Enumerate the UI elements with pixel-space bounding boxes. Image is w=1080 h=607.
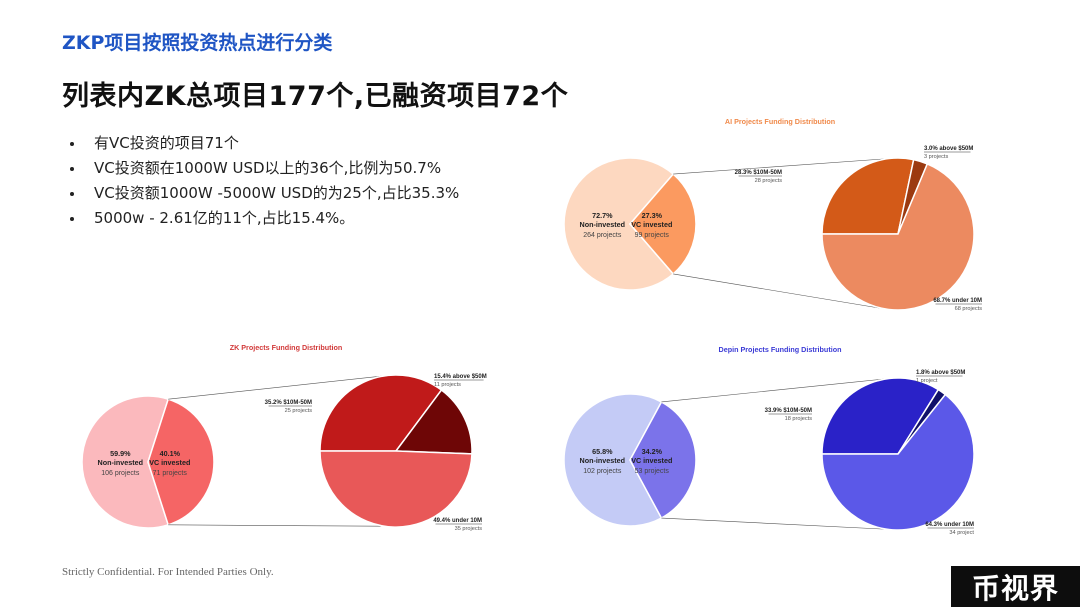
label-above-50m-count: 1 project (916, 378, 938, 384)
connector-line-top (661, 378, 887, 403)
non-invested-name-label: Non-invested (580, 220, 626, 229)
chart-title: AI Projects Funding Distribution (725, 117, 835, 126)
label-under-10m: 64.3% under 10M (925, 522, 974, 528)
connector-line-bottom (168, 524, 385, 527)
vc-invested-percent-label: 40.1% (160, 449, 181, 458)
chart-title: Depin Projects Funding Distribution (719, 345, 842, 354)
breakdown-slice-under-10m (821, 393, 975, 531)
label-10m-50m: 28.3% $10M-50M (735, 170, 782, 176)
ai-funding-chart: AI Projects Funding Distribution 72.7%Non… (563, 117, 983, 312)
label-10m-50m-count: 18 projects (785, 416, 813, 422)
vc-invested-percent-label: 34.2% (642, 447, 663, 456)
non-invested-count-label: 264 projects (583, 232, 622, 239)
connector-line-bottom (661, 517, 887, 530)
connector-line-top (673, 158, 887, 175)
label-above-50m-count: 3 projects (924, 154, 948, 160)
bullet-item: VC投资额1000W -5000W USD的为25个,占比35.3% (62, 181, 459, 206)
non-invested-count-label: 106 projects (101, 470, 140, 477)
breakdown-slice-above-50m (394, 389, 473, 455)
label-above-50m: 3.0% above $50M (924, 146, 973, 152)
label-under-10m-count: 34 project (949, 530, 974, 536)
connector-line-bottom (673, 273, 887, 310)
breakdown-slice-10m-50m (319, 374, 443, 452)
pie-slice-non-invested (563, 393, 663, 527)
pie-slice-vc-invested (629, 173, 697, 275)
page-title: 列表内ZK总项目177个,已融资项目72个 (62, 81, 569, 112)
breakdown-slice-10m-50m (821, 157, 915, 235)
pie-slice-non-invested (563, 157, 675, 291)
pie-slice-vc-invested (629, 400, 697, 520)
non-invested-name-label: Non-invested (98, 458, 144, 467)
vc-invested-percent-label: 27.3% (642, 211, 663, 220)
vc-invested-name-label: VC invested (149, 458, 190, 467)
label-10m-50m-count: 25 projects (285, 408, 313, 414)
breakdown-slice-under-10m (821, 162, 975, 311)
non-invested-percent-label: 72.7% (592, 211, 613, 220)
bullet-item: 有VC投资的项目71个 (62, 131, 459, 156)
section-subtitle: ZKP项目按照投资热点进行分类 (62, 32, 333, 54)
label-above-50m: 1.8% above $50M (916, 370, 965, 376)
confidential-footer: Strictly Confidential. For Intended Part… (62, 566, 274, 578)
chart-title: ZK Projects Funding Distribution (230, 343, 343, 352)
vc-invested-name-label: VC invested (631, 220, 672, 229)
label-above-50m-count: 11 projects (434, 382, 461, 388)
label-under-10m: 49.4% under 10M (433, 518, 482, 524)
vc-invested-count-label: 71 projects (153, 470, 188, 477)
label-under-10m-count: 68 projects (955, 306, 983, 312)
connector-line-top (168, 375, 385, 400)
bullet-list: 有VC投资的项目71个 VC投资额在1000W USD以上的36个,比例为50.… (62, 131, 459, 231)
label-under-10m: 68.7% under 10M (933, 298, 982, 304)
label-10m-50m: 33.9% $10M-50M (765, 408, 812, 414)
label-10m-50m-count: 28 projects (755, 178, 783, 184)
brand-logo: 币视界 (951, 566, 1080, 607)
vc-invested-name-label: VC invested (631, 456, 672, 465)
label-above-50m: 15.4% above $50M (434, 374, 487, 380)
pie-slice-non-invested (81, 395, 170, 529)
non-invested-percent-label: 65.8% (592, 447, 613, 456)
non-invested-count-label: 102 projects (583, 468, 622, 475)
vc-invested-count-label: 53 projects (635, 468, 670, 475)
label-10m-50m: 35.2% $10M-50M (265, 400, 312, 406)
breakdown-slice-under-10m (319, 450, 473, 528)
bullet-item: 5000w - 2.61亿的11个,占比15.4%。 (62, 206, 459, 231)
zk-funding-chart: ZK Projects Funding Distribution 59.9%Non… (81, 343, 487, 532)
vc-invested-count-label: 99 projects (635, 232, 670, 239)
non-invested-percent-label: 59.9% (110, 449, 131, 458)
bullet-item: VC投资额在1000W USD以上的36个,比例为50.7% (62, 156, 459, 181)
pie-slice-vc-invested (147, 398, 215, 526)
label-under-10m-count: 35 projects (455, 526, 483, 532)
depin-funding-chart: Depin Projects Funding Distribution 65.8%… (563, 345, 975, 536)
non-invested-name-label: Non-invested (580, 456, 626, 465)
